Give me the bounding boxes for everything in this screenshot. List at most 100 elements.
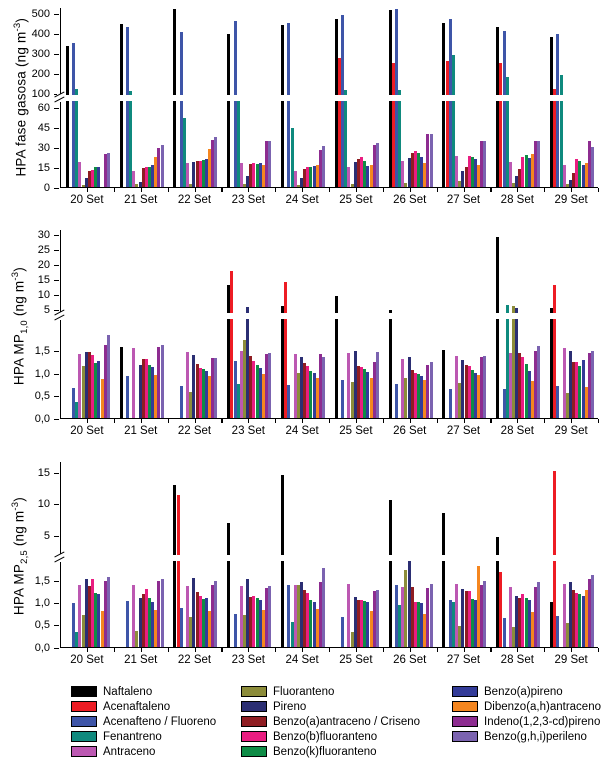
bar — [556, 615, 560, 647]
y-axis-tick — [54, 33, 59, 35]
x-axis-tick — [382, 648, 384, 652]
bar — [375, 352, 379, 418]
x-axis-tick — [571, 188, 573, 192]
y-axis-label: HPA fase gasosa (ng m-3) — [11, 17, 29, 177]
x-axis-tick — [382, 188, 384, 192]
bar — [524, 364, 528, 418]
bar — [201, 159, 205, 187]
bar — [575, 361, 579, 418]
legend-label: Benzo(k)fluoranteno — [273, 746, 377, 758]
x-axis-tick — [113, 648, 115, 652]
legend-label: Pireno — [273, 701, 307, 713]
x-axis-tick — [463, 419, 465, 423]
x-axis-date-label: 26 Set — [393, 425, 427, 437]
y-axis-tick-label: 500 — [31, 7, 50, 20]
bar — [473, 159, 477, 187]
bar — [505, 305, 509, 418]
x-axis-tick — [248, 188, 250, 192]
bar — [255, 597, 259, 647]
bar — [315, 165, 319, 187]
bar — [160, 579, 164, 647]
bar — [537, 346, 541, 418]
bar — [299, 357, 303, 418]
bar — [106, 152, 110, 187]
y-axis-tick — [54, 602, 59, 605]
bar — [404, 377, 408, 418]
bar — [417, 602, 420, 647]
bar — [353, 597, 357, 647]
bar — [341, 379, 345, 418]
x-axis-date-label: 28 Set — [500, 194, 534, 206]
bar — [94, 167, 98, 187]
x-axis-tick — [409, 188, 411, 192]
x-axis-date-label: 20 Set — [70, 425, 104, 437]
bar — [407, 357, 411, 418]
bar — [375, 143, 379, 187]
bar — [322, 357, 325, 418]
y-axis-tick — [54, 647, 59, 649]
x-axis-tick — [302, 648, 304, 652]
bar — [309, 166, 313, 187]
x-axis-tick — [517, 419, 519, 423]
bar — [404, 183, 408, 187]
x-axis-date-label: 20 Set — [70, 194, 104, 206]
bar — [505, 77, 509, 187]
y-axis-tick-label: 15 — [37, 466, 50, 479]
bar — [236, 383, 240, 418]
bar — [246, 307, 250, 418]
bar — [214, 137, 218, 187]
x-axis-date-label: 28 Set — [500, 425, 534, 437]
bar — [512, 306, 515, 418]
bar — [195, 592, 199, 647]
bar — [344, 90, 348, 187]
bar — [303, 168, 307, 187]
y-axis-tick-label: 45 — [37, 122, 50, 134]
bar — [84, 579, 88, 647]
legend-label: Naftaleno — [103, 686, 153, 698]
bar — [252, 163, 256, 187]
bar — [534, 586, 538, 647]
bar — [375, 589, 379, 647]
bar — [356, 158, 360, 187]
bar — [144, 358, 148, 418]
bar — [347, 352, 351, 418]
bar — [480, 357, 484, 418]
y-axis-tick — [54, 13, 59, 15]
y-axis-tick-label: 30 — [37, 141, 50, 154]
bar — [265, 140, 269, 187]
bar — [97, 167, 101, 187]
bar — [499, 572, 503, 647]
bar — [100, 611, 104, 647]
bar — [246, 175, 250, 187]
y-axis-tick-label: 25 — [37, 243, 50, 256]
x-axis-date-label: 25 Set — [339, 425, 373, 437]
bar — [518, 168, 522, 187]
axis-break-band — [61, 555, 598, 561]
bar — [527, 370, 531, 418]
x-axis-tick — [571, 648, 573, 652]
x-axis-tick — [221, 648, 223, 652]
bar — [198, 160, 202, 187]
bar — [78, 353, 82, 418]
bar — [132, 585, 136, 647]
x-axis-tick — [140, 419, 142, 423]
y-axis-tick — [54, 309, 59, 311]
bar — [87, 171, 91, 187]
bar — [350, 632, 354, 647]
bar — [198, 596, 202, 647]
bar — [81, 185, 85, 187]
legend-swatch — [452, 701, 478, 712]
bar — [303, 363, 307, 418]
bar — [350, 381, 354, 418]
bar — [401, 160, 405, 187]
x-axis-tick — [436, 419, 438, 423]
bar — [445, 60, 449, 187]
bar — [455, 355, 459, 418]
bar — [192, 161, 196, 187]
legend-swatch — [71, 701, 97, 712]
bar — [299, 582, 303, 647]
bar — [366, 165, 370, 187]
bar — [360, 367, 364, 418]
bar — [442, 349, 446, 418]
x-axis-tick — [409, 419, 411, 423]
